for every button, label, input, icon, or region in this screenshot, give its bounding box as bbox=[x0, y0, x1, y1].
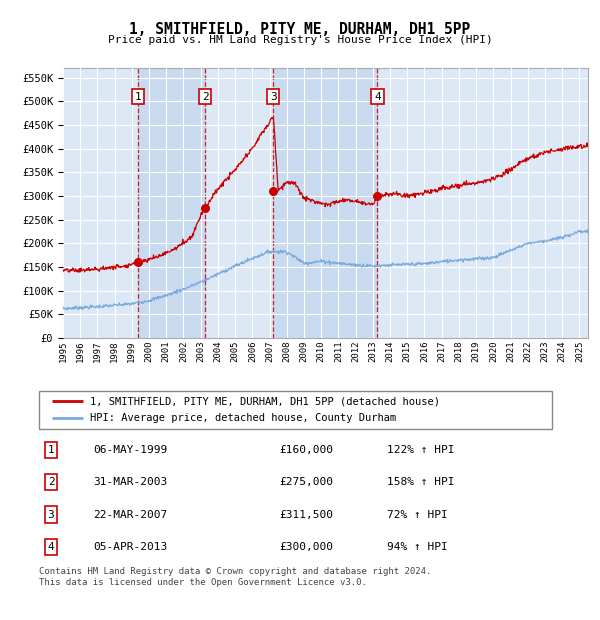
Text: 2017: 2017 bbox=[437, 340, 446, 362]
Text: 2022: 2022 bbox=[523, 340, 532, 362]
Text: 2003: 2003 bbox=[196, 340, 205, 362]
Text: Contains HM Land Registry data © Crown copyright and database right 2024.
This d: Contains HM Land Registry data © Crown c… bbox=[39, 567, 431, 587]
Text: 2024: 2024 bbox=[557, 340, 566, 362]
Text: 1997: 1997 bbox=[93, 340, 102, 362]
Text: 2004: 2004 bbox=[214, 340, 223, 362]
Text: Price paid vs. HM Land Registry's House Price Index (HPI): Price paid vs. HM Land Registry's House … bbox=[107, 35, 493, 45]
Text: 05-APR-2013: 05-APR-2013 bbox=[93, 542, 167, 552]
Text: 94% ↑ HPI: 94% ↑ HPI bbox=[387, 542, 448, 552]
Text: 2001: 2001 bbox=[162, 340, 171, 362]
Text: 2025: 2025 bbox=[575, 340, 584, 362]
Text: 4: 4 bbox=[374, 92, 381, 102]
Text: 2002: 2002 bbox=[179, 340, 188, 362]
Text: 3: 3 bbox=[47, 510, 55, 520]
Text: 2010: 2010 bbox=[317, 340, 326, 362]
Text: 2008: 2008 bbox=[282, 340, 291, 362]
Text: 158% ↑ HPI: 158% ↑ HPI bbox=[387, 477, 455, 487]
Text: 4: 4 bbox=[47, 542, 55, 552]
Text: £160,000: £160,000 bbox=[279, 445, 333, 455]
Text: 2: 2 bbox=[202, 92, 208, 102]
Text: 2000: 2000 bbox=[145, 340, 154, 362]
Text: 1: 1 bbox=[47, 445, 55, 455]
Text: 2006: 2006 bbox=[248, 340, 257, 362]
Bar bbox=[274, 68, 377, 338]
Text: 1999: 1999 bbox=[127, 340, 136, 362]
Text: 2015: 2015 bbox=[403, 340, 412, 362]
Text: 2023: 2023 bbox=[541, 340, 550, 362]
Text: 2011: 2011 bbox=[334, 340, 343, 362]
Text: 2019: 2019 bbox=[472, 340, 481, 362]
Text: 3: 3 bbox=[270, 92, 277, 102]
Text: 22-MAR-2007: 22-MAR-2007 bbox=[93, 510, 167, 520]
Text: 122% ↑ HPI: 122% ↑ HPI bbox=[387, 445, 455, 455]
Text: 1, SMITHFIELD, PITY ME, DURHAM, DH1 5PP (detached house): 1, SMITHFIELD, PITY ME, DURHAM, DH1 5PP … bbox=[91, 396, 440, 406]
Text: 1998: 1998 bbox=[110, 340, 119, 362]
Text: 31-MAR-2003: 31-MAR-2003 bbox=[93, 477, 167, 487]
Text: 2021: 2021 bbox=[506, 340, 515, 362]
Text: £311,500: £311,500 bbox=[279, 510, 333, 520]
Text: 2020: 2020 bbox=[489, 340, 498, 362]
Text: HPI: Average price, detached house, County Durham: HPI: Average price, detached house, Coun… bbox=[91, 414, 397, 423]
Text: 2013: 2013 bbox=[368, 340, 377, 362]
Text: 2: 2 bbox=[47, 477, 55, 487]
Text: 1996: 1996 bbox=[76, 340, 85, 362]
Text: 2005: 2005 bbox=[230, 340, 239, 362]
Text: 2009: 2009 bbox=[299, 340, 308, 362]
Text: 2007: 2007 bbox=[265, 340, 274, 362]
Text: 2018: 2018 bbox=[454, 340, 463, 362]
Text: 2012: 2012 bbox=[351, 340, 360, 362]
Text: 2014: 2014 bbox=[386, 340, 395, 362]
Bar bbox=[138, 68, 205, 338]
Text: 06-MAY-1999: 06-MAY-1999 bbox=[93, 445, 167, 455]
Text: 72% ↑ HPI: 72% ↑ HPI bbox=[387, 510, 448, 520]
Text: 1, SMITHFIELD, PITY ME, DURHAM, DH1 5PP: 1, SMITHFIELD, PITY ME, DURHAM, DH1 5PP bbox=[130, 22, 470, 37]
Text: £300,000: £300,000 bbox=[279, 542, 333, 552]
Text: 1995: 1995 bbox=[59, 340, 67, 362]
Text: £275,000: £275,000 bbox=[279, 477, 333, 487]
Text: 1: 1 bbox=[134, 92, 141, 102]
Text: 2016: 2016 bbox=[420, 340, 429, 362]
